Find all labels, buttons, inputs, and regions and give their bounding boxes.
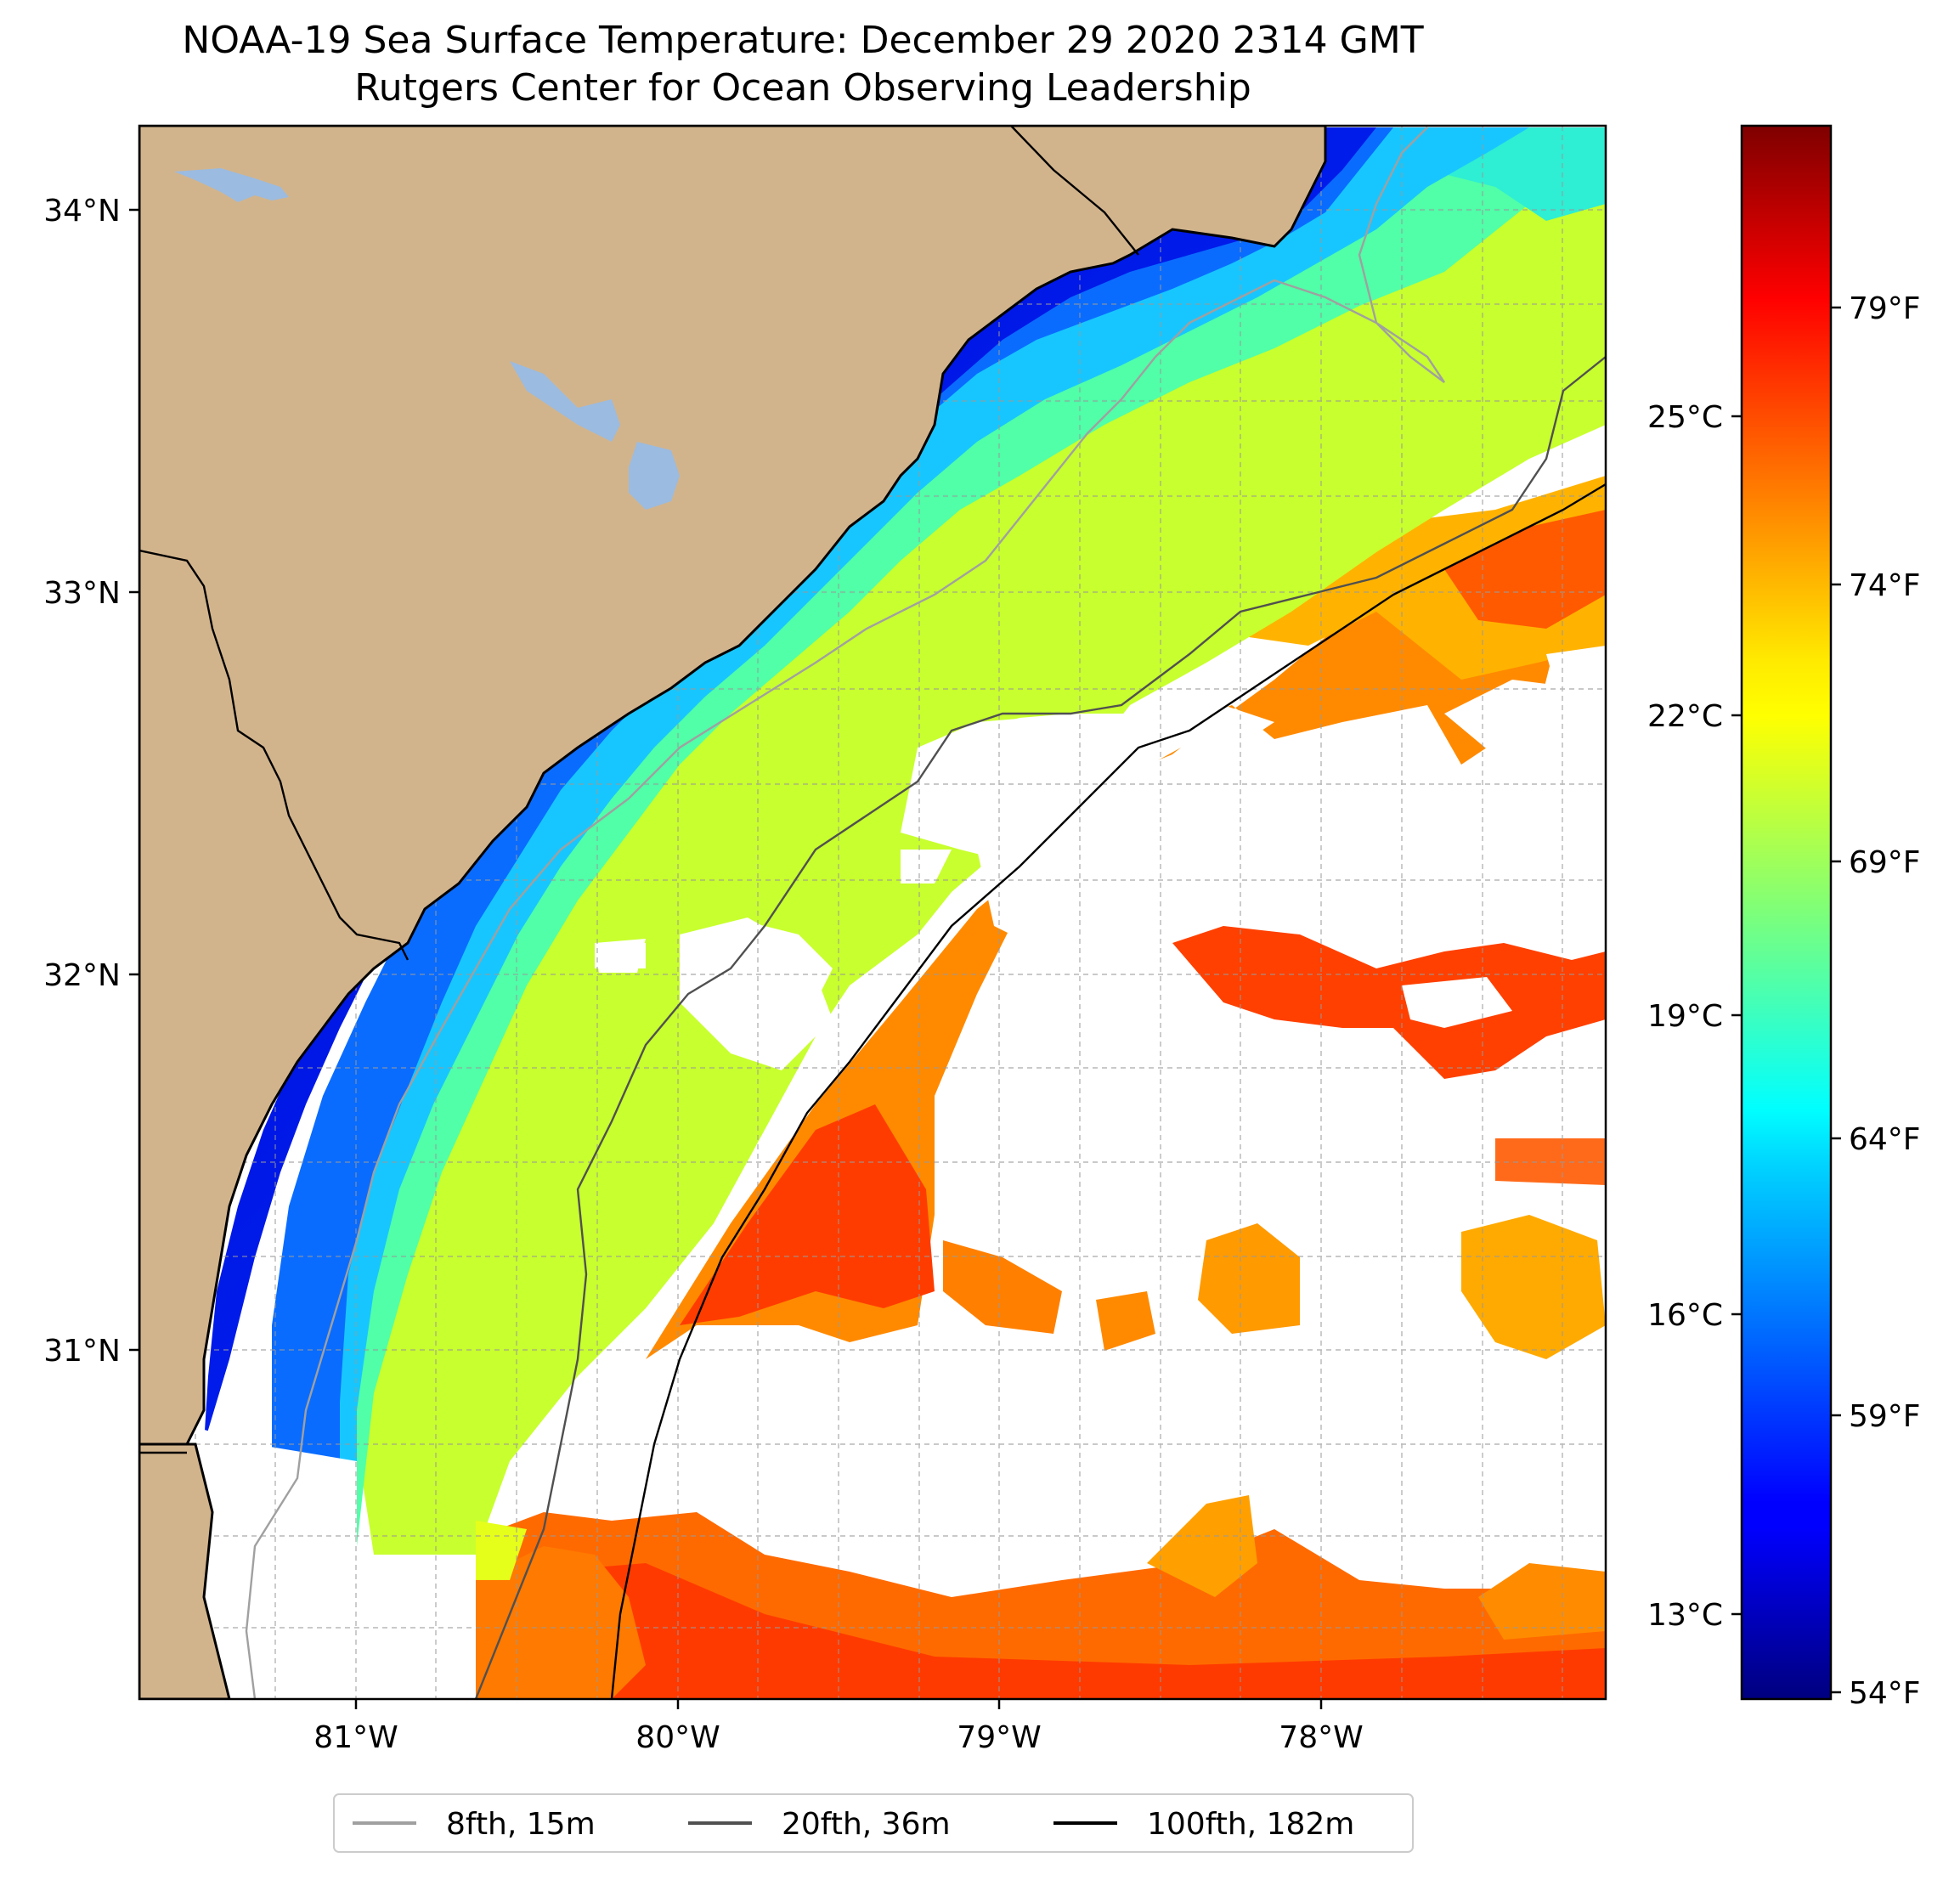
no-data-gap-11 (1402, 977, 1512, 1028)
sst-warm-patch-4 (1461, 1215, 1606, 1359)
lake-3 (629, 442, 680, 510)
no-data-gap-5 (595, 939, 646, 973)
colorbar (1740, 124, 1833, 1701)
lon-label-80: 80°W (635, 1720, 720, 1755)
no-data-gap-8 (901, 850, 952, 884)
sst-warm-patch-2 (1478, 1563, 1606, 1640)
lat-label-32: 32°N (43, 958, 121, 993)
colorbar-celsius-ticks (1731, 415, 1742, 1616)
lat-label-31: 31°N (43, 1334, 121, 1369)
sst-sw-orange (476, 1546, 646, 1699)
no-data-gap-10 (1512, 833, 1606, 884)
lat-label-34: 34°N (43, 194, 121, 229)
sst-warm-south-2 (544, 1563, 1606, 1699)
sst-warm-middle (1172, 926, 1606, 1079)
sst-warm-patch-3 (1198, 1223, 1300, 1334)
fahrenheit-label-79: 79°F (1849, 291, 1921, 326)
no-data-gap-12 (1546, 646, 1606, 684)
fahrenheit-label-74: 74°F (1849, 568, 1921, 603)
fahrenheit-label-59: 59°F (1849, 1399, 1921, 1434)
celsius-label-13: 13°C (1647, 1598, 1723, 1633)
legend-label-100fth: 100fth, 182m (1147, 1807, 1354, 1842)
sst-gulf-stream-core (680, 1104, 935, 1325)
isobath-100fth (610, 483, 1606, 1699)
no-data-gap-3 (977, 739, 1257, 960)
no-data-gap-7 (943, 714, 1087, 799)
colorbar-fahrenheit-ticks (1831, 306, 1841, 1694)
chart-subtitle: Rutgers Center for Ocean Observing Leade… (354, 66, 1251, 110)
sst-warm-east-core (1444, 510, 1606, 629)
lat-label-33: 33°N (43, 576, 121, 611)
isobath-20fth (474, 356, 1606, 1699)
legend-box (333, 1793, 1414, 1853)
sst-sw-yellow (357, 1555, 510, 1699)
lake-moultrie (510, 361, 620, 442)
sst-warm-patch-7 (1096, 1291, 1155, 1351)
celsius-label-19: 19°C (1647, 999, 1723, 1034)
map-frame (138, 124, 1607, 1701)
map-ticks (129, 208, 1323, 1709)
lon-label-81: 81°W (313, 1720, 398, 1755)
lon-label-79: 79°W (957, 1720, 1041, 1755)
lake-marion (174, 168, 289, 202)
celsius-label-22: 22°C (1647, 699, 1723, 734)
legend: 8fth, 15m 20fth, 36m 100fth, 182m (333, 1793, 1414, 1853)
sst-warm-patch-6 (943, 1240, 1062, 1334)
celsius-label-16: 16°C (1647, 1298, 1723, 1333)
chart-title: NOAA-19 Sea Surface Temperature: Decembe… (182, 19, 1424, 62)
isobath-8fth (245, 127, 1445, 1699)
fahrenheit-label-54: 54°F (1849, 1676, 1921, 1711)
celsius-label-25: 25°C (1647, 400, 1723, 435)
lon-label-78: 78°W (1279, 1720, 1363, 1755)
state-boundary-ne (1010, 126, 1139, 256)
land-mass (139, 126, 1327, 1446)
state-boundary (139, 549, 410, 961)
fahrenheit-label-64: 64°F (1849, 1122, 1921, 1157)
land-south (139, 1442, 231, 1699)
map-area (139, 126, 1606, 1699)
no-data-gap-9 (1444, 663, 1606, 765)
legend-label-20fth: 20fth, 36m (782, 1807, 951, 1842)
fahrenheit-label-69: 69°F (1849, 845, 1921, 880)
legend-label-8fth: 8fth, 15m (446, 1807, 596, 1842)
no-data-gap-6 (680, 922, 833, 1002)
sst-warm-patch-1 (1147, 1495, 1257, 1597)
